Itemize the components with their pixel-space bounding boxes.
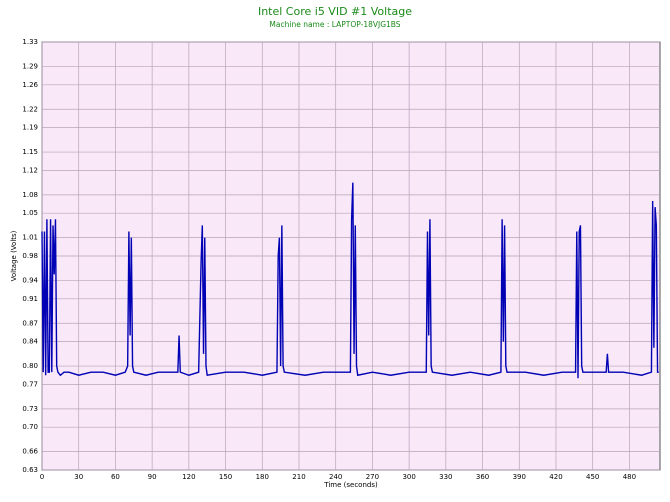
y-tick-label: 0.63 (22, 466, 38, 474)
y-axis-label: Voltage (Volts) (10, 230, 18, 281)
y-tick-label: 1.12 (22, 166, 38, 174)
x-tick-label: 420 (549, 473, 562, 481)
y-tick-label: 0.66 (22, 448, 38, 456)
y-tick-label: 0.70 (22, 423, 38, 431)
x-tick-label: 450 (586, 473, 599, 481)
y-tick-label: 0.73 (22, 405, 38, 413)
x-tick-label: 240 (329, 473, 342, 481)
x-tick-label: 390 (513, 473, 526, 481)
x-tick-label: 150 (219, 473, 232, 481)
x-tick-label: 90 (148, 473, 157, 481)
chart-title: Intel Core i5 VID #1 Voltage (258, 5, 412, 18)
y-tick-label: 1.01 (22, 234, 38, 242)
x-tick-label: 270 (366, 473, 379, 481)
x-tick-label: 330 (439, 473, 452, 481)
chart-subtitle: Machine name : LAPTOP-18VJG1BS (269, 20, 400, 29)
y-tick-label: 1.05 (22, 209, 38, 217)
x-axis-label: Time (seconds) (323, 481, 378, 489)
x-tick-label: 360 (476, 473, 489, 481)
y-tick-label: 1.33 (22, 38, 38, 46)
y-tick-label: 1.26 (22, 81, 38, 89)
y-tick-label: 0.87 (22, 319, 38, 327)
x-tick-label: 180 (256, 473, 269, 481)
x-tick-label: 0 (40, 473, 44, 481)
y-tick-label: 0.84 (22, 338, 38, 346)
y-tick-label: 1.08 (22, 191, 38, 199)
y-tick-label: 0.80 (22, 362, 38, 370)
y-tick-label: 0.98 (22, 252, 38, 260)
y-tick-label: 1.15 (22, 148, 38, 156)
y-tick-label: 1.29 (22, 62, 38, 70)
y-tick-label: 1.19 (22, 124, 38, 132)
voltage-line (41, 182, 659, 379)
x-tick-label: 210 (292, 473, 305, 481)
x-tick-label: 60 (111, 473, 120, 481)
y-tick-label: 1.22 (22, 105, 38, 113)
x-tick-label: 30 (74, 473, 83, 481)
x-tick-label: 480 (623, 473, 636, 481)
y-tick-label: 0.77 (22, 380, 38, 388)
x-tick-label: 120 (182, 473, 195, 481)
y-tick-label: 0.91 (22, 295, 38, 303)
y-tick-label: 0.94 (22, 276, 38, 284)
x-tick-label: 300 (402, 473, 415, 481)
